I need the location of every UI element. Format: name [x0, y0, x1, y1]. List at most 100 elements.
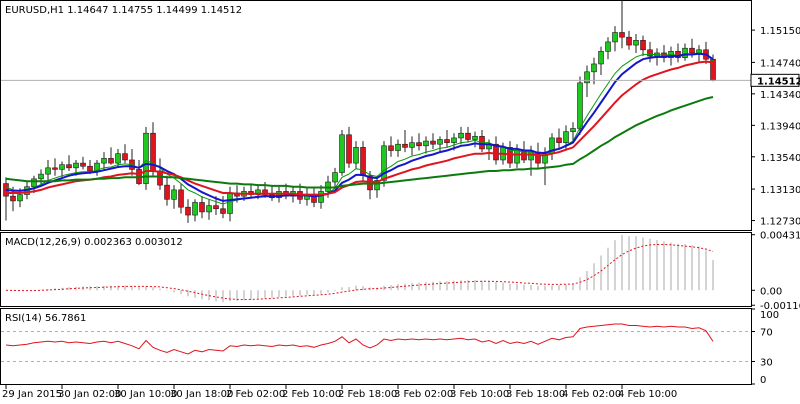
candle-body [472, 136, 478, 140]
candle-body [647, 49, 653, 57]
time-tick-label: 2 Feb 18:00 [338, 389, 397, 400]
time-tick-label: 3 Feb 18:00 [506, 389, 565, 400]
candle-body [493, 143, 499, 161]
candle-body [87, 165, 93, 172]
macd-tick-label: 0.00 [760, 286, 782, 297]
moving-average-line-ma-blue [5, 52, 714, 202]
moving-average-line-ma-fast [5, 52, 714, 205]
candle-body [444, 139, 450, 143]
candle-body [514, 150, 520, 164]
candle-body [59, 164, 65, 170]
macd-tick-label: 0.004317 [760, 231, 800, 242]
candle-body [227, 192, 233, 214]
time-tick-label: 30 Jan 10:00 [114, 389, 177, 400]
rsi-pane-frame [0, 308, 752, 385]
candle-body [458, 132, 464, 139]
candle-body [339, 134, 345, 173]
rsi-tick-label: 100 [760, 310, 779, 321]
rsi-tick-label: 70 [760, 328, 773, 339]
candle-body [115, 153, 121, 164]
candle-body [101, 158, 107, 164]
current-price-marker: 1.14512 [1, 73, 800, 87]
candles [3, 0, 716, 223]
candle-body [73, 162, 79, 169]
candle-body [591, 63, 597, 73]
price-tick-label: 1.15150 [760, 26, 800, 37]
candle-body [108, 158, 114, 164]
time-tick-label: 3 Feb 10:00 [450, 389, 509, 400]
candle-body [122, 153, 128, 161]
candle-body [619, 32, 625, 38]
candle-body [430, 140, 436, 145]
candle-body [164, 184, 170, 200]
candle-body [220, 208, 226, 214]
candle-body [38, 173, 44, 180]
candle-body [465, 132, 471, 140]
price-tick-label: 1.13130 [760, 185, 800, 196]
rsi-title: RSI(14) 56.7861 [5, 313, 86, 324]
price-axis: 1.15150 1.14740 1.14340 1.13940 1.13540 1.131… [751, 26, 800, 228]
price-tick-label: 1.13940 [760, 121, 800, 132]
candle-body [332, 172, 338, 183]
candle-body [374, 180, 380, 191]
price-chart-title: EURUSD,H1 1.14647 1.14755 1.14499 1.1451… [5, 5, 242, 16]
candle-body [633, 40, 639, 46]
candle-body [213, 205, 219, 210]
candle-body [353, 147, 359, 164]
candle-body [80, 162, 86, 167]
candle-body [171, 189, 177, 200]
candle-body [395, 143, 401, 151]
current-price-box [750, 73, 800, 87]
candle-body [556, 137, 562, 143]
time-tick-label: 30 Jan 02:00 [58, 389, 121, 400]
time-tick-label: 2 Feb 02:00 [226, 389, 285, 400]
macd-signal-line [5, 244, 714, 301]
time-tick-label: 2 Feb 10:00 [282, 389, 341, 400]
rsi-tick-label: 0 [760, 375, 766, 386]
candle-body [626, 36, 632, 46]
candle-body [409, 142, 415, 148]
candle-body [563, 131, 569, 143]
moving-averages [5, 52, 714, 205]
candle-body [612, 32, 618, 43]
candle-body [402, 143, 408, 148]
rsi-line [5, 323, 714, 355]
rsi-indicator: 100 70 30 0 [1, 308, 779, 386]
price-tick-label: 1.14340 [760, 90, 800, 101]
candle-body [381, 145, 387, 181]
price-tick-label: 1.12730 [760, 217, 800, 228]
candle-body [31, 178, 37, 188]
time-tick-label: 30 Jan 18:00 [170, 389, 233, 400]
candle-body [577, 82, 583, 129]
macd-title: MACD(12,26,9) 0.002363 0.003012 [5, 237, 183, 248]
moving-average-line-ma-slow [5, 96, 714, 189]
rsi-tick-label: 30 [760, 358, 773, 369]
candle-body [640, 40, 646, 51]
price-tick-label: 1.14740 [760, 58, 800, 69]
candle-body [388, 145, 394, 151]
candle-body [605, 41, 611, 52]
candle-body [206, 205, 212, 213]
candle-body [52, 167, 58, 170]
current-price-label: 1.14512 [757, 76, 800, 87]
candle-body [598, 51, 604, 65]
candle-body [45, 167, 51, 175]
candle-body [570, 128, 576, 132]
candle-body [584, 71, 590, 84]
candle-body [66, 164, 72, 169]
price-tick-label: 1.13540 [760, 153, 800, 164]
candle-body [437, 139, 443, 145]
candle-body [185, 206, 191, 216]
candle-body [346, 134, 352, 164]
time-tick-label: 4 Feb 10:00 [618, 389, 677, 400]
candle-body [143, 132, 149, 184]
time-tick-label: 29 Jan 2015 [2, 389, 62, 400]
candle-body [318, 191, 324, 203]
time-tick-label: 3 Feb 02:00 [394, 389, 453, 400]
macd-indicator: 0.004317 0.00 -0.001161 [5, 231, 800, 312]
candle-body [10, 195, 16, 202]
macd-pane-frame [0, 232, 752, 307]
